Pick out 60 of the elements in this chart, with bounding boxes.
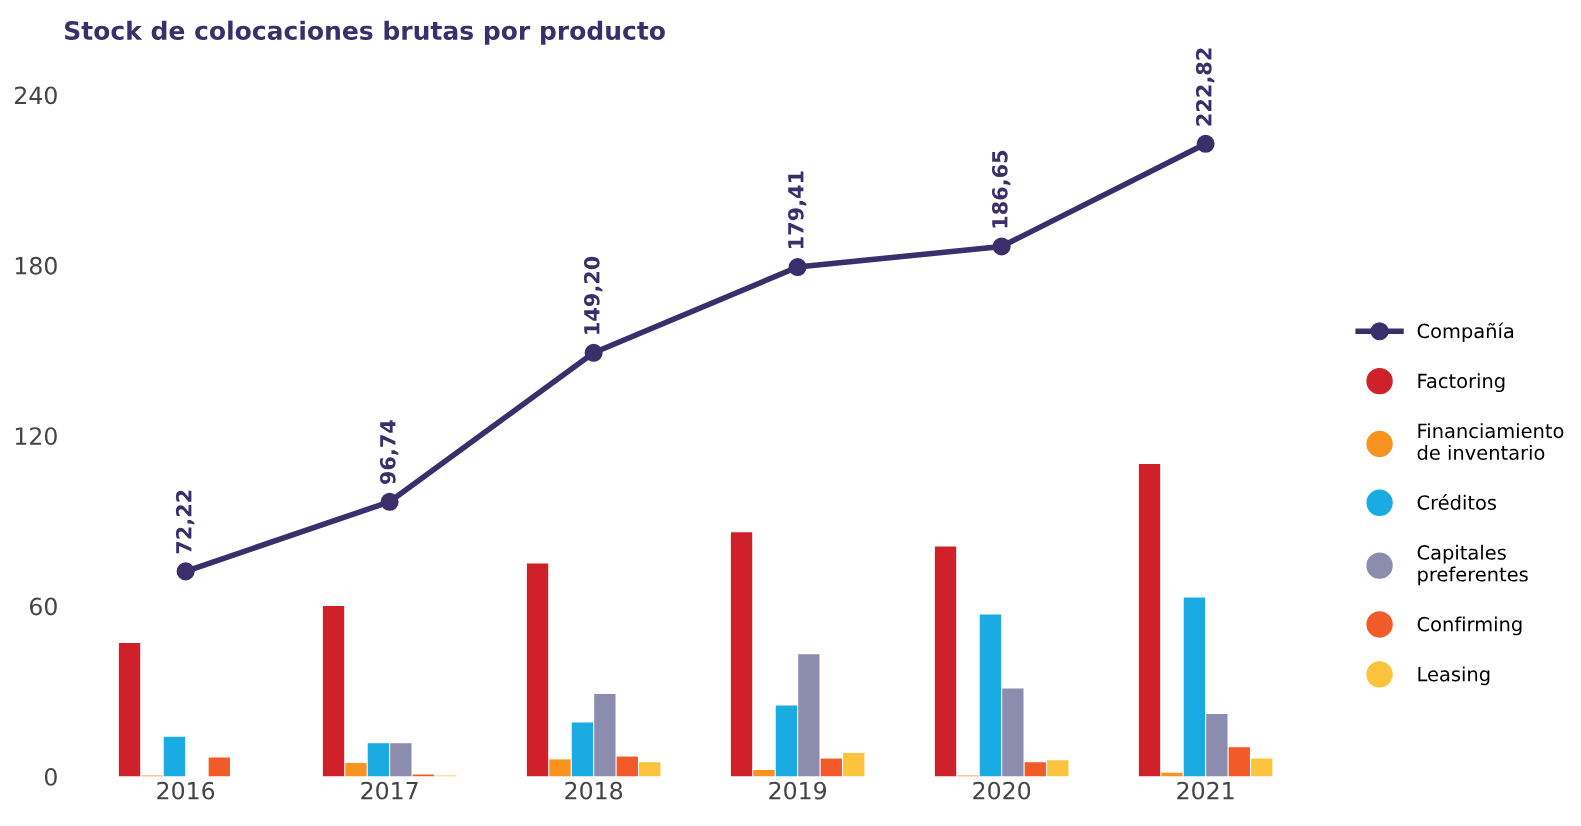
bar xyxy=(753,769,775,777)
bar xyxy=(616,756,638,777)
bar xyxy=(1228,747,1250,777)
x-tick-label: 2017 xyxy=(361,781,418,800)
bar xyxy=(843,752,865,777)
point xyxy=(380,492,399,511)
legend-label: Capitales preferentes xyxy=(1417,544,1528,586)
bar xyxy=(594,694,616,777)
bar xyxy=(208,757,230,777)
x-tick-label: 2016 xyxy=(157,781,215,800)
bar xyxy=(1024,762,1046,777)
y-tick-label: 60 xyxy=(29,597,57,616)
bar xyxy=(979,614,1002,777)
y-tick-label: 240 xyxy=(15,86,57,105)
bar xyxy=(526,563,549,777)
bar xyxy=(322,606,345,777)
x-tick-label: 2021 xyxy=(1177,781,1234,800)
bar xyxy=(571,722,594,777)
data-label: 96,74 xyxy=(379,420,399,485)
bar xyxy=(934,546,957,777)
bar xyxy=(163,736,186,777)
chart-title: Stock de colocaciones brutas por producto xyxy=(65,20,665,45)
point xyxy=(788,257,807,277)
bar xyxy=(730,532,753,777)
bar xyxy=(390,743,412,777)
bar xyxy=(798,654,820,777)
point xyxy=(584,343,603,362)
data-label: 179,41 xyxy=(787,171,807,249)
legend-label: Créditos xyxy=(1417,494,1497,510)
legend-label: Leasing xyxy=(1418,666,1490,686)
data-label: 222,82 xyxy=(1195,48,1215,126)
data-label: 186,65 xyxy=(991,150,1011,228)
bar xyxy=(775,705,798,777)
bar xyxy=(1138,464,1161,777)
bar xyxy=(1002,688,1024,777)
y-tick-label: 120 xyxy=(15,427,57,446)
point xyxy=(992,237,1011,256)
point xyxy=(176,562,195,581)
bar xyxy=(1206,713,1228,777)
x-tick-label: 2018 xyxy=(565,781,623,800)
legend-label: Factoring xyxy=(1418,373,1505,393)
legend-label: Financiamiento de inventario xyxy=(1417,423,1564,460)
bar xyxy=(639,762,661,777)
bar xyxy=(1251,758,1273,777)
bar xyxy=(118,642,141,777)
bar xyxy=(549,759,571,777)
y-tick-label: 180 xyxy=(15,256,57,275)
data-label: 149,20 xyxy=(583,256,603,334)
bar xyxy=(820,758,842,777)
x-tick-label: 2020 xyxy=(973,781,1031,800)
y-tick-label: 0 xyxy=(44,767,57,786)
bar xyxy=(367,743,390,777)
bar xyxy=(1047,760,1069,777)
legend-label: Confirming xyxy=(1417,616,1522,636)
bar xyxy=(345,763,367,777)
legend-label: Compañía xyxy=(1417,322,1514,343)
point xyxy=(1196,134,1215,153)
bar xyxy=(1183,597,1206,777)
data-label: 72,22 xyxy=(175,490,195,554)
x-tick-label: 2019 xyxy=(769,781,827,800)
